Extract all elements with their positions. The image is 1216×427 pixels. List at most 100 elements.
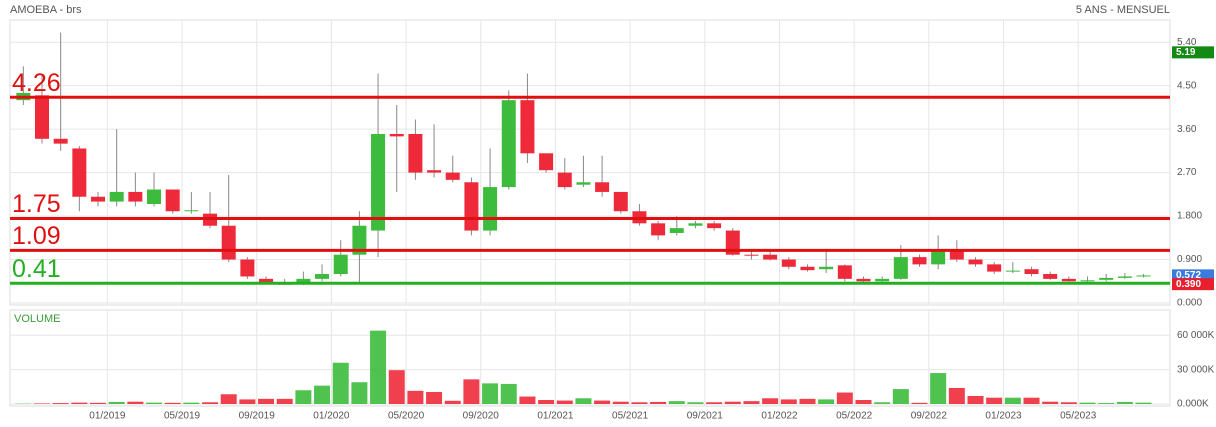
candle-body bbox=[259, 278, 274, 283]
x-tick-label: 01/2019 bbox=[89, 411, 126, 422]
volume-bar bbox=[314, 385, 331, 404]
volume-bar bbox=[276, 398, 293, 404]
candle-body bbox=[688, 223, 703, 226]
y-tick-label: 0.000 bbox=[1177, 298, 1202, 309]
candle-body bbox=[651, 223, 666, 236]
volume-panel bbox=[9, 309, 1171, 407]
candle-body bbox=[427, 170, 442, 173]
candle-body bbox=[1005, 270, 1020, 272]
volume-tick-label: 30 000K bbox=[1177, 364, 1215, 375]
volume-bar bbox=[444, 400, 461, 404]
x-tick-label: 01/2021 bbox=[537, 411, 574, 422]
candle-body bbox=[445, 172, 460, 180]
candle-body bbox=[371, 133, 386, 231]
volume-bar bbox=[948, 387, 965, 404]
level-label: 1.09 bbox=[12, 222, 61, 250]
candle-body bbox=[147, 189, 162, 204]
volume-bar bbox=[146, 402, 163, 404]
candle-body bbox=[464, 182, 479, 231]
candle-body bbox=[819, 266, 834, 270]
candle-body bbox=[352, 225, 367, 255]
volume-bar bbox=[556, 400, 573, 404]
candle-body bbox=[501, 100, 516, 188]
x-tick-label: 05/2022 bbox=[836, 411, 873, 422]
candle-body bbox=[856, 278, 871, 282]
volume-bar bbox=[967, 395, 984, 404]
volume-bar bbox=[202, 402, 219, 404]
candle-body bbox=[800, 266, 815, 271]
candle-body bbox=[763, 254, 778, 260]
candle-body bbox=[1080, 280, 1095, 282]
x-tick-label: 09/2019 bbox=[239, 411, 276, 422]
price-panel bbox=[9, 19, 1171, 306]
volume-bar bbox=[892, 389, 909, 404]
y-tick-label: 0.900 bbox=[1177, 254, 1202, 265]
candle-body bbox=[707, 223, 722, 229]
candle-body bbox=[483, 187, 498, 231]
x-tick-label: 01/2023 bbox=[985, 411, 1022, 422]
price-tag bbox=[1172, 46, 1214, 59]
level-label: 0.41 bbox=[12, 255, 61, 283]
x-tick-label: 05/2019 bbox=[164, 411, 201, 422]
volume-bar bbox=[482, 383, 499, 404]
candle-body bbox=[725, 230, 740, 255]
volume-bar bbox=[575, 398, 592, 404]
volume-bar bbox=[986, 397, 1003, 404]
y-tick-label: 1.800 bbox=[1177, 211, 1202, 222]
candle-body bbox=[315, 274, 330, 279]
candle-body bbox=[1024, 269, 1039, 275]
volume-bar bbox=[332, 362, 349, 404]
candle-body bbox=[669, 228, 684, 233]
candle-body bbox=[296, 278, 311, 284]
volume-bar bbox=[538, 399, 555, 404]
volume-bar bbox=[71, 402, 88, 404]
candle-body bbox=[949, 249, 964, 260]
volume-bar bbox=[127, 401, 144, 404]
candle-body bbox=[1043, 274, 1058, 279]
candle-body bbox=[389, 133, 404, 137]
x-tick-label: 05/2023 bbox=[1060, 411, 1097, 422]
candle-body bbox=[1061, 278, 1076, 282]
volume-bar bbox=[612, 401, 629, 404]
volume-bar bbox=[762, 398, 779, 404]
x-tick-label: 05/2020 bbox=[388, 411, 425, 422]
volume-bar bbox=[799, 398, 816, 404]
x-tick-label: 09/2020 bbox=[463, 411, 500, 422]
chart-title: AMOEBA - brs bbox=[10, 4, 82, 16]
volume-bar bbox=[52, 403, 69, 404]
volume-bar bbox=[874, 402, 891, 404]
volume-bar bbox=[1042, 401, 1059, 404]
x-tick-label: 09/2022 bbox=[911, 411, 948, 422]
candle-body bbox=[837, 265, 852, 279]
volume-bar bbox=[183, 402, 200, 404]
candle-body bbox=[221, 225, 236, 260]
candle-body bbox=[1117, 276, 1132, 278]
candle-body bbox=[408, 133, 423, 173]
volume-bar bbox=[818, 399, 835, 404]
candle-body bbox=[184, 210, 199, 212]
volume-tick-label: 60 000K bbox=[1177, 330, 1215, 341]
y-tick-label: 4.50 bbox=[1177, 80, 1197, 91]
price-tag-label: 0.572 bbox=[1176, 270, 1201, 281]
candle-body bbox=[744, 254, 759, 256]
volume-bar bbox=[743, 401, 760, 404]
volume-bar bbox=[388, 370, 405, 404]
candle-body bbox=[1099, 277, 1114, 280]
x-tick-label: 01/2020 bbox=[313, 411, 350, 422]
volume-bar bbox=[239, 399, 256, 404]
volume-title: VOLUME bbox=[14, 313, 60, 325]
candle-body bbox=[893, 257, 908, 279]
volume-bar bbox=[668, 401, 685, 404]
price-tag bbox=[1172, 278, 1214, 291]
candle-body bbox=[613, 191, 628, 212]
candle-body bbox=[987, 264, 1002, 272]
price-tag-label: 5.19 bbox=[1176, 47, 1196, 58]
candle-body bbox=[968, 259, 983, 265]
level-label: 1.75 bbox=[12, 190, 61, 218]
volume-bar bbox=[90, 402, 107, 404]
volume-bar bbox=[220, 394, 237, 404]
volume-bar bbox=[631, 402, 648, 404]
volume-bar bbox=[1004, 397, 1021, 404]
volume-bar bbox=[426, 391, 443, 404]
